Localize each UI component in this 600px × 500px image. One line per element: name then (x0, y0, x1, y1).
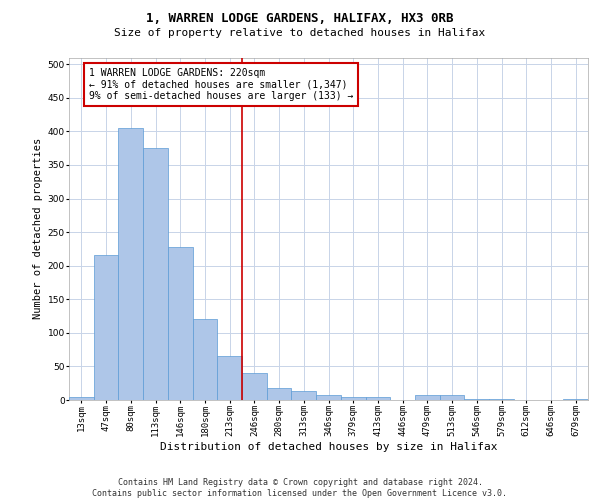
Bar (341, 396, 365, 400)
Bar (464, 398, 489, 400)
Bar (168, 247, 193, 400)
Text: Contains HM Land Registry data © Crown copyright and database right 2024.
Contai: Contains HM Land Registry data © Crown c… (92, 478, 508, 498)
Bar (94, 255, 118, 400)
Bar (69, 398, 94, 400)
Bar (563, 398, 588, 400)
Bar (118, 128, 143, 400)
Bar (217, 356, 242, 400)
Text: 1, WARREN LODGE GARDENS, HALIFAX, HX3 0RB: 1, WARREN LODGE GARDENS, HALIFAX, HX3 0R… (146, 12, 454, 26)
Text: 1 WARREN LODGE GARDENS: 220sqm
← 91% of detached houses are smaller (1,347)
9% o: 1 WARREN LODGE GARDENS: 220sqm ← 91% of … (89, 68, 353, 101)
Bar (440, 396, 464, 400)
Bar (365, 396, 390, 400)
Bar (267, 388, 292, 400)
Bar (292, 392, 316, 400)
Y-axis label: Number of detached properties: Number of detached properties (34, 138, 43, 320)
Text: Size of property relative to detached houses in Halifax: Size of property relative to detached ho… (115, 28, 485, 38)
X-axis label: Distribution of detached houses by size in Halifax: Distribution of detached houses by size … (160, 442, 497, 452)
Bar (193, 320, 217, 400)
Bar (143, 148, 168, 400)
Bar (415, 396, 440, 400)
Bar (242, 373, 267, 400)
Bar (316, 396, 341, 400)
